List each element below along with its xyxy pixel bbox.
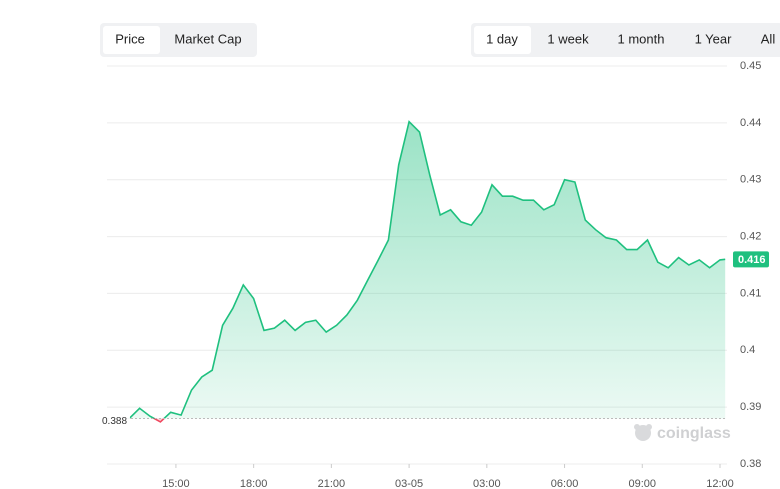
y-tick-label: 0.39	[740, 401, 761, 413]
metric-button[interactable]: Price	[115, 31, 145, 46]
price-line	[128, 120, 726, 419]
watermark: coinglass	[634, 424, 731, 442]
last-price-box	[733, 251, 769, 268]
y-tick-label: 0.43	[740, 174, 761, 186]
y-tick-label: 0.45	[740, 60, 761, 72]
x-tick-label: 15:00	[162, 478, 190, 489]
range-button[interactable]: 1 Year	[695, 31, 733, 46]
area-up	[129, 121, 726, 419]
x-tick-label: 18:00	[240, 478, 268, 489]
baseline-label: 0.388	[102, 416, 127, 427]
range-button[interactable]: 1 day	[486, 31, 518, 46]
y-tick-label: 0.42	[740, 230, 761, 242]
watermark-text: coinglass	[657, 425, 731, 442]
baseline-label-box	[100, 410, 130, 427]
y-tick-label: 0.38	[740, 458, 761, 470]
x-tick-label: 12:00	[706, 478, 734, 489]
last-price-label: 0.416	[738, 254, 766, 266]
range-button[interactable]: All	[761, 31, 776, 46]
x-tick-label: 03:00	[473, 478, 501, 489]
y-tick-label: 0.41	[740, 287, 761, 299]
x-tick-label: 03-05	[395, 478, 423, 489]
x-tick-label: 06:00	[551, 478, 579, 489]
range-button[interactable]: 1 month	[618, 31, 665, 46]
y-tick-label: 0.44	[740, 117, 761, 129]
range-group	[471, 23, 780, 57]
selected-tab	[103, 26, 160, 54]
x-tick-label: 09:00	[629, 478, 657, 489]
metric-button[interactable]: Market Cap	[174, 31, 241, 46]
y-tick-label: 0.4	[740, 344, 755, 356]
selected-tab	[474, 26, 531, 54]
x-tick-label: 21:00	[318, 478, 346, 489]
range-button[interactable]: 1 week	[547, 31, 589, 46]
